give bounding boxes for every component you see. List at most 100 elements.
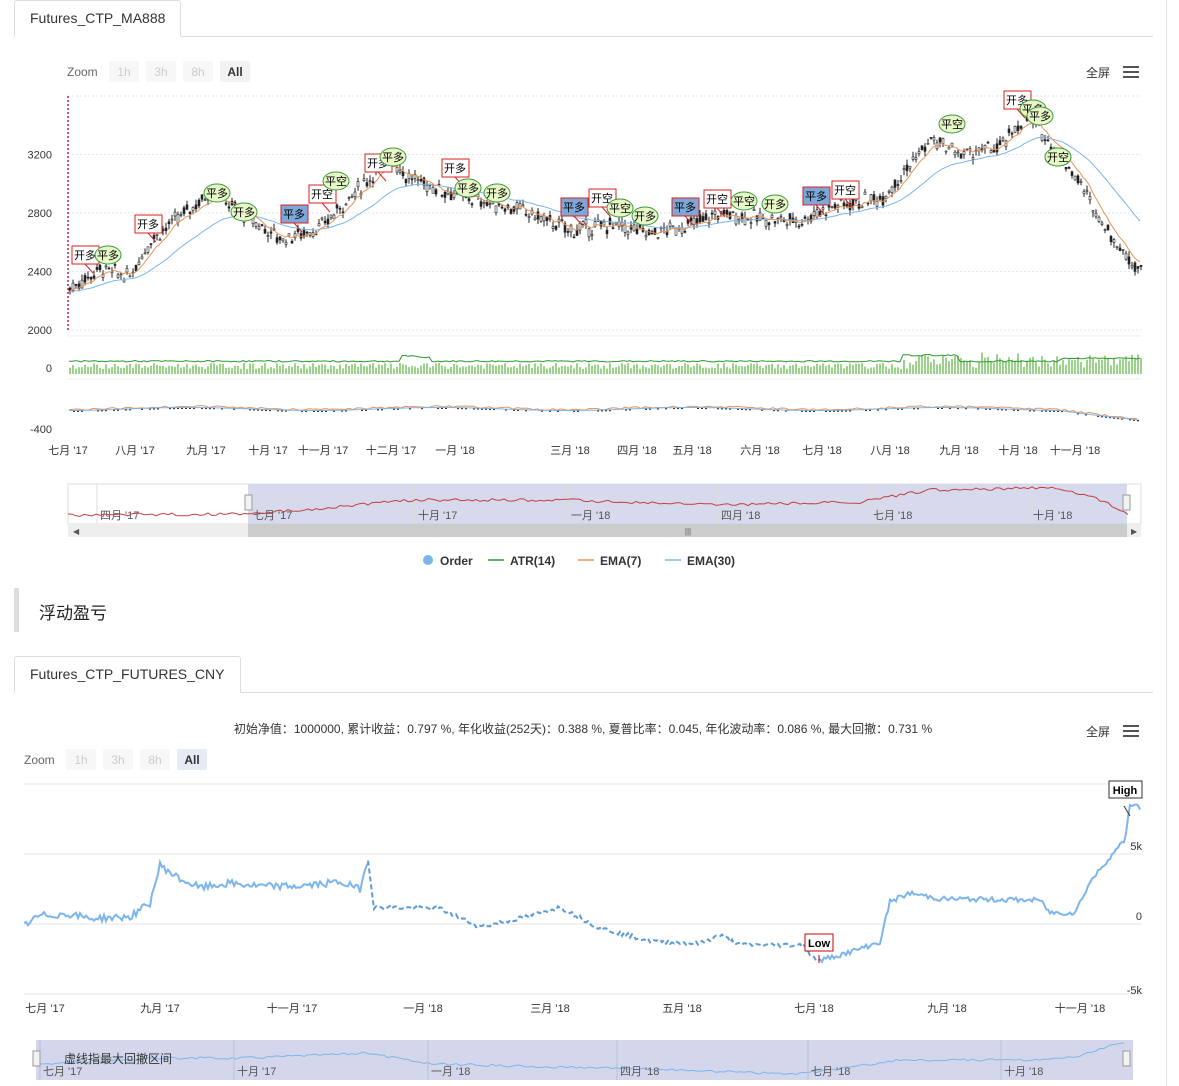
order-flag — [483, 183, 511, 203]
fullscreen-button-2[interactable]: 全屏 — [1086, 724, 1110, 739]
navigator-tick: 四月 '17 — [100, 510, 139, 522]
legend-item[interactable]: EMA(30) — [687, 554, 735, 568]
navigator-tick-2: 十月 '17 — [237, 1064, 276, 1078]
x-tick-label: 九月 '18 — [939, 444, 978, 457]
zoom-button-1h[interactable] — [66, 749, 96, 770]
legend-item[interactable]: Order — [440, 554, 473, 568]
zoom-controls-2: Zoom 1h 3h 8h All — [24, 749, 207, 770]
tab-futures-ctp-futures-cny[interactable]: Futures_CTP_FUTURES_CNY — [14, 656, 241, 693]
ema-panel — [68, 405, 1139, 422]
atr-bars — [69, 352, 1142, 374]
y-tick-label-2: 5k — [1130, 841, 1142, 853]
order-flag — [606, 198, 634, 218]
x-tick-label: 八月 '17 — [115, 445, 154, 457]
x-tick-label-2: 一月 '18 — [403, 1003, 442, 1015]
order-flag-label: 平多 — [674, 200, 696, 214]
order-flag-label: 平多 — [563, 200, 585, 214]
navigator-handle-left[interactable] — [244, 494, 253, 511]
order-flag — [631, 206, 659, 226]
navigator-tick: 一月 '18 — [571, 510, 610, 522]
x-tick-label-2: 九月 '18 — [927, 1002, 966, 1015]
x-tick-label: 四月 '18 — [617, 445, 656, 457]
drawdown-dashed — [367, 860, 821, 963]
navigator2-handle-right[interactable] — [1122, 1050, 1131, 1067]
navigator-tick-2: 七月 '17 — [43, 1065, 82, 1078]
order-flag-label: 开多 — [444, 161, 466, 175]
profit-line — [23, 803, 1141, 964]
navigator-tick-2: 七月 '18 — [811, 1065, 850, 1078]
x-tick-label: 十月 '17 — [248, 443, 287, 457]
zoom-button-label: All — [184, 753, 199, 767]
zoom-button-8h[interactable] — [183, 61, 213, 82]
scroll-left-arrow[interactable]: ◀ — [73, 527, 80, 536]
navigator-note: 虚线指最大回撤区间 — [64, 1051, 172, 1066]
x-tick-label-2: 十一月 '17 — [267, 1001, 317, 1015]
atr-line — [68, 353, 1141, 363]
chart2-tabbar: Futures_CTP_FUTURES_CNY — [14, 656, 1153, 693]
order-flag-label: 平多 — [283, 207, 305, 221]
chart1-tabbar: Futures_CTP_MA888 — [14, 0, 1153, 37]
navigator-handle-right[interactable] — [1122, 494, 1131, 511]
y-tick-label-2: 0 — [1136, 911, 1142, 923]
zoom-button-label: 3h — [111, 753, 124, 767]
navigator-2[interactable]: 七月 '17 十月 '17 一月 '18 四月 '18 七月 '18 十月 '18 虚线指… — [32, 1040, 1133, 1080]
navigator-tick-2: 一月 '18 — [431, 1066, 470, 1078]
legend: Order ATR(14) EMA(7) EMA(30) — [423, 554, 735, 568]
zoom-label: Zoom — [67, 65, 98, 79]
y-tick-label: 2800 — [28, 208, 52, 220]
order-flag — [1044, 147, 1072, 167]
order-flag-label: 开空 — [706, 192, 728, 206]
x-tick-label: 六月 '18 — [740, 444, 779, 457]
order-flag — [203, 183, 231, 203]
order-flag-label: 平空 — [941, 117, 963, 131]
order-flag-label: 平空 — [733, 194, 755, 208]
order-flag-label: 平多 — [1029, 109, 1051, 123]
zoom-button-All[interactable] — [220, 61, 250, 82]
zoom-button-3h[interactable] — [103, 749, 133, 770]
zoom-button-3h[interactable] — [146, 61, 176, 82]
navigator-tick: 四月 '18 — [721, 510, 760, 522]
y-tick-label: 3200 — [28, 150, 52, 162]
x-tick-label-2: 五月 '18 — [662, 1003, 701, 1015]
order-flag-label: 平多 — [97, 248, 119, 262]
menu-icon[interactable] — [1123, 66, 1139, 78]
zoom-label: Zoom — [24, 753, 55, 767]
right-border — [1166, 0, 1167, 1086]
order-flag-label: 开空 — [591, 191, 613, 205]
x-tick-label: 十月 '18 — [998, 443, 1037, 457]
y-axis-labels: 3200 2800 2400 2000 0 -400 — [28, 150, 52, 437]
x-tick-label-2: 七月 '17 — [25, 1002, 64, 1015]
scrollbar-thumb[interactable] — [248, 524, 1127, 537]
zoom-button-label: 8h — [148, 753, 161, 767]
kline-chart: Zoom 1h 3h 8h All 全屏 3200 2800 2400 2000 0 -400 七… — [28, 61, 1143, 568]
scroll-right-arrow[interactable]: ▶ — [1131, 527, 1138, 536]
order-flag-label: 开多 — [137, 217, 159, 231]
grid — [68, 95, 1141, 380]
navigator[interactable]: 四月 '17 七月 '17 十月 '17 一月 '18 四月 '18 七月 '18 十月 '… — [67, 483, 1142, 537]
order-flag — [454, 178, 482, 198]
y-tick-label: 2400 — [28, 267, 52, 279]
svg-text:|||: ||| — [685, 527, 691, 536]
order-flag — [761, 194, 789, 214]
legend-item[interactable]: EMA(7) — [600, 554, 641, 568]
order-flag-label: 平多 — [382, 150, 404, 164]
ema30-line — [68, 136, 1141, 293]
zoom-button-All[interactable] — [177, 749, 207, 770]
profit-chart: 初始净值：1000000, 累计收益：0.797 %, 年化收益(252天)：0… — [23, 721, 1143, 1080]
order-flag-label: 平多 — [206, 186, 228, 200]
legend-item[interactable]: ATR(14) — [510, 554, 555, 568]
navigator-tick: 十月 '18 — [1033, 508, 1072, 522]
order-flag-label: 开多 — [233, 205, 255, 219]
x-tick-label-2: 七月 '18 — [794, 1002, 833, 1015]
fullscreen-button[interactable]: 全屏 — [1086, 65, 1110, 80]
order-flag — [730, 191, 758, 211]
high-flag: High — [1108, 780, 1143, 817]
menu-icon-2[interactable] — [1123, 725, 1139, 737]
zoom-button-8h[interactable] — [140, 749, 170, 770]
x-tick-label-2: 十一月 '18 — [1055, 1001, 1105, 1015]
order-flag-label: 平空 — [325, 174, 347, 188]
zoom-button-1h[interactable] — [109, 61, 139, 82]
zoom-button-label: All — [227, 65, 242, 79]
tab-futures-ctp-ma888[interactable]: Futures_CTP_MA888 — [14, 0, 182, 37]
navigator2-handle-left[interactable] — [32, 1050, 41, 1067]
